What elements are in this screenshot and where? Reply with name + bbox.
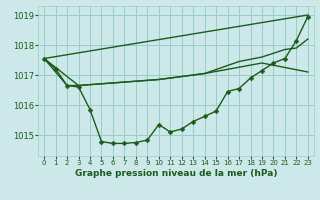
X-axis label: Graphe pression niveau de la mer (hPa): Graphe pression niveau de la mer (hPa)	[75, 169, 277, 178]
